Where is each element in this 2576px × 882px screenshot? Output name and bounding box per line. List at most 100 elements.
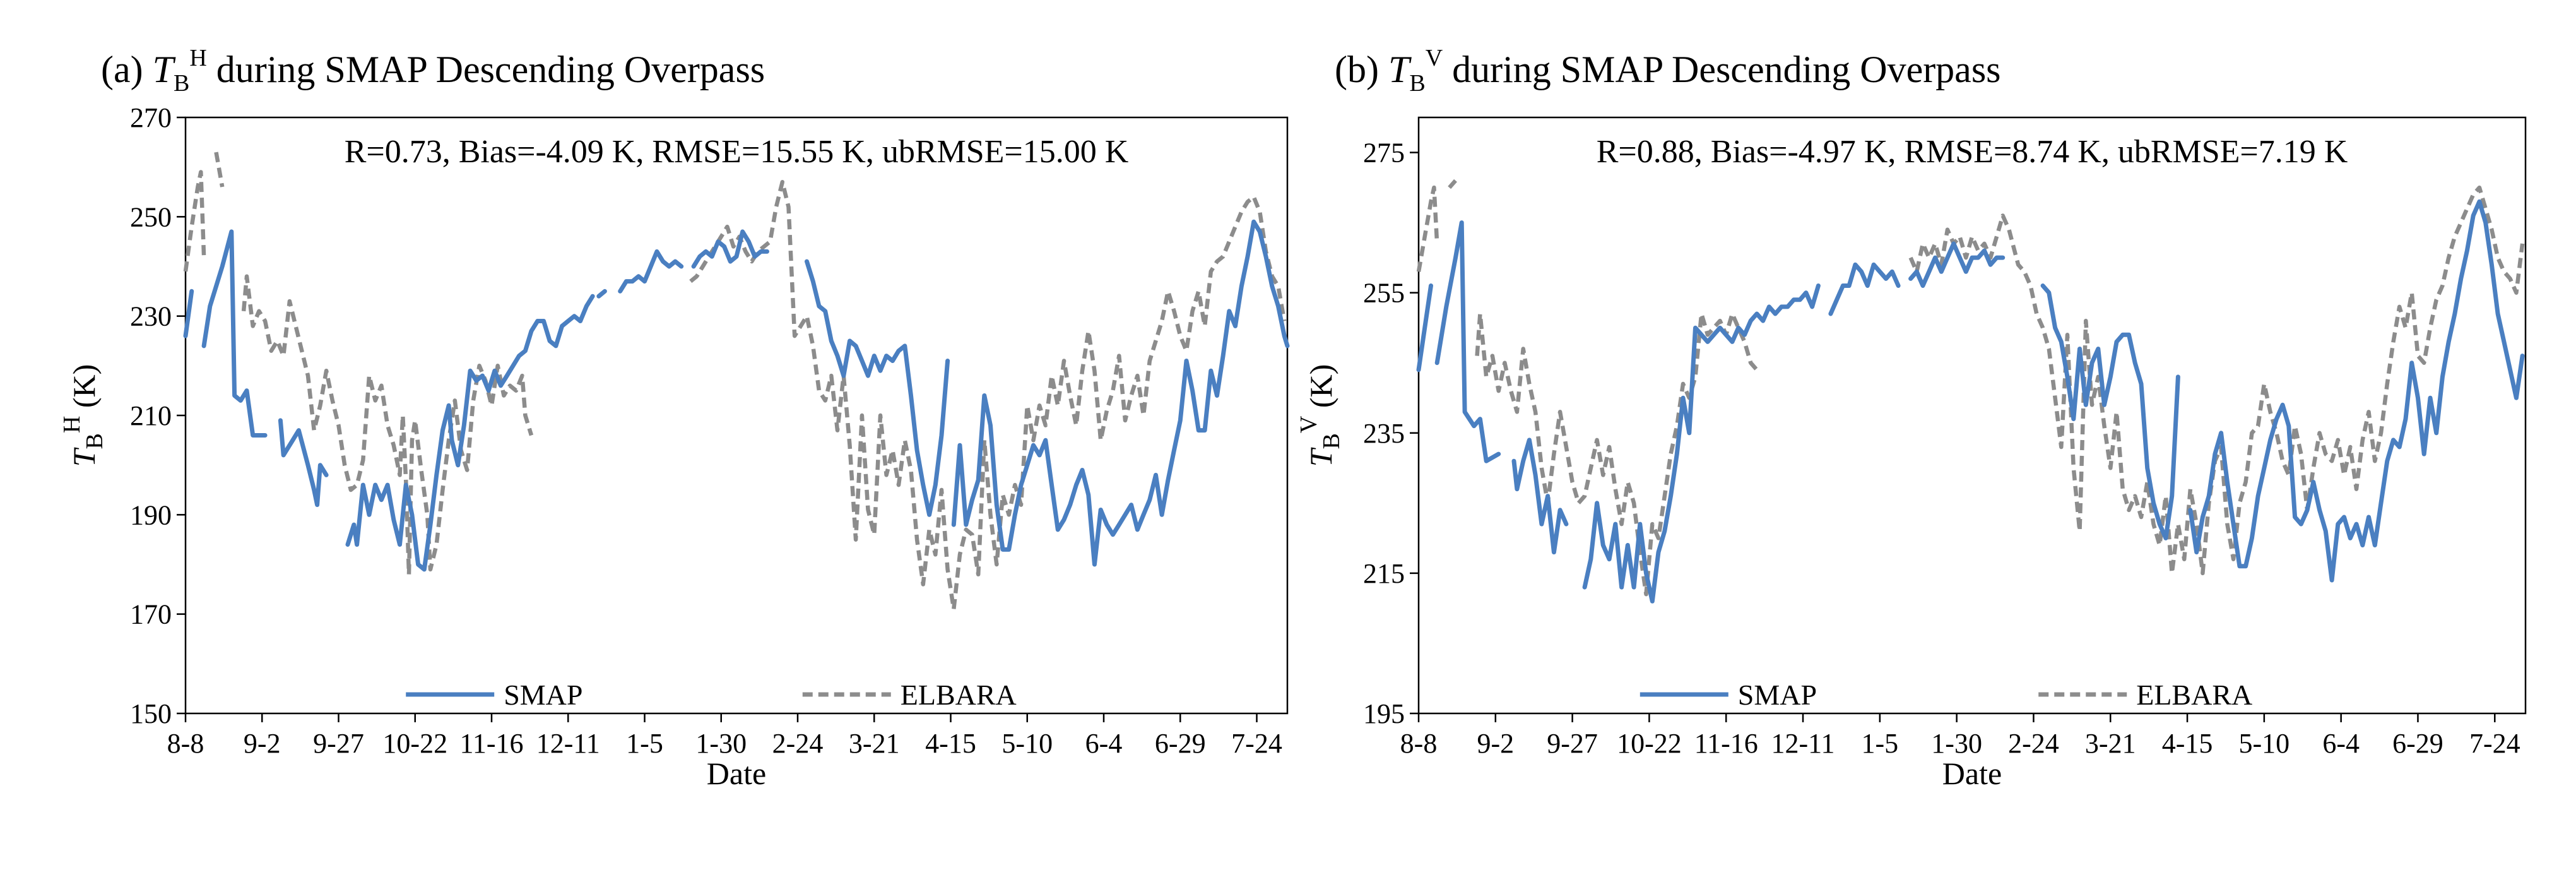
series-line-smap [951,219,1290,567]
legend-label: SMAP [1738,679,1817,711]
y-tick-label: 255 [1363,278,1405,309]
y-tick-label: 195 [1363,698,1405,729]
y-tick-label: 150 [130,698,172,729]
y-tick-label: 230 [130,301,172,332]
x-tick-label: 8-8 [1400,728,1438,759]
x-tick-label: 1-5 [1862,728,1899,759]
y-label-symbol: T [66,447,102,467]
x-tick-label: 10-22 [382,728,447,759]
title-prefix: (b) [1335,49,1388,90]
series-line-elbara [1475,311,1759,597]
series-line-elbara [183,170,206,272]
x-tick-label: 1-30 [695,728,747,759]
x-tick-label: 11-16 [459,728,523,759]
stats-annotation: R=0.88, Bias=-4.97 K, RMSE=8.74 K, ubRMS… [1597,134,2348,170]
x-tick-label: 2-24 [772,728,824,759]
series-line-elbara [241,274,534,576]
x-tick-label: 6-4 [2322,728,2360,759]
y-label-superscript: V [1296,415,1322,433]
x-tick-label: 9-27 [313,728,364,759]
series-elbara [183,152,1287,612]
y-tick-label: 275 [1363,138,1405,169]
y-axis-label: TBH (K) [59,364,108,467]
x-tick-label: 4-15 [2162,728,2213,759]
x-tick-label: 5-10 [1001,728,1053,759]
x-tick-label: 11-16 [1694,728,1758,759]
x-tick-label: 2-24 [2008,728,2059,759]
series-line-smap [1908,241,2006,288]
title-suffix: during SMAP Descending Overpass [207,49,765,90]
y-tick-label: 270 [130,102,172,133]
y-tick-label: 170 [130,599,172,630]
legend-item-elbara: ELBARA [802,679,1017,711]
x-tick-label: 1-30 [1931,728,1982,759]
x-tick-label: 9-2 [244,728,281,759]
series-line-smap [1434,220,1501,463]
title-superscript: V [1426,45,1443,71]
x-tick-label: 3-21 [2085,728,2136,759]
x-axis-label: Date [707,756,766,791]
series-line-smap [1828,262,1901,316]
x-tick-label: 12-11 [1771,728,1835,759]
series-line-smap [345,294,595,572]
series-line-elbara [1908,185,2525,576]
series-elbara [1416,179,2525,597]
title-superscript: H [189,45,206,71]
x-tick-label: 9-27 [1547,728,1598,759]
y-tick-label: 210 [130,400,172,431]
y-label-subscript: B [81,433,108,449]
y-label-superscript: H [59,416,85,433]
plot-area-frame [184,116,1289,715]
series-line-smap [278,418,329,508]
legend-label: SMAP [504,679,582,711]
y-label-unit: (K) [66,364,102,416]
legend-item-smap: SMAP [406,679,582,711]
x-tick-label: 7-24 [2469,728,2520,759]
x-tick-label: 3-21 [849,728,900,759]
x-axis-label: Date [1942,756,2002,791]
series-line-elbara [214,152,225,188]
series-smap [1416,199,2525,604]
title-subscript: B [1409,70,1425,97]
series-line-smap [2188,199,2525,583]
y-axis-label: TBV (K) [1296,364,1345,467]
chart-panel-b: (b) TBV during SMAP Descending Overpass R… [1296,45,2527,791]
y-tick-label: 235 [1363,418,1405,449]
legend-item-smap: SMAP [1640,679,1817,711]
series-line-elbara [689,180,1287,612]
y-tick-label: 250 [130,201,172,232]
title-suffix: during SMAP Descending Overpass [1443,49,2000,90]
y-label-unit: (K) [1303,364,1338,416]
legend-item-elbara: ELBARA [2038,679,2252,711]
x-tick-label: 8-8 [167,728,204,759]
legend-label: ELBARA [901,679,1017,711]
y-tick-label: 215 [1363,558,1405,589]
series-line-smap [596,289,607,299]
title-prefix: (a) [101,49,153,90]
x-tick-label: 7-24 [1231,728,1282,759]
x-tick-label: 6-29 [2392,728,2443,759]
y-tick-label: 190 [130,499,172,530]
title-symbol: T [153,49,176,90]
series-line-smap [201,229,268,438]
title-subscript: B [174,70,189,97]
series-line-smap [2040,283,2180,540]
x-tick-label: 9-2 [1477,728,1514,759]
series-line-smap [1582,283,1821,604]
series-line-smap [1511,438,1569,555]
series-line-smap [1416,283,1433,372]
y-label-subscript: B [1318,433,1345,449]
series-line-elbara [1448,179,1457,189]
chart-title: (b) TBV during SMAP Descending Overpass [1335,45,2001,97]
x-tick-label: 6-29 [1155,728,1206,759]
series-smap [183,219,1290,572]
x-tick-label: 10-22 [1617,728,1682,759]
chart-title: (a) TBH during SMAP Descending Overpass [101,45,765,97]
legend-label: ELBARA [2136,679,2252,711]
series-line-smap [183,289,194,338]
series-line-smap [805,259,950,517]
stats-annotation: R=0.73, Bias=-4.09 K, RMSE=15.55 K, ubRM… [345,134,1129,170]
plot-area-frame [1417,116,2527,715]
x-tick-label: 12-11 [536,728,600,759]
